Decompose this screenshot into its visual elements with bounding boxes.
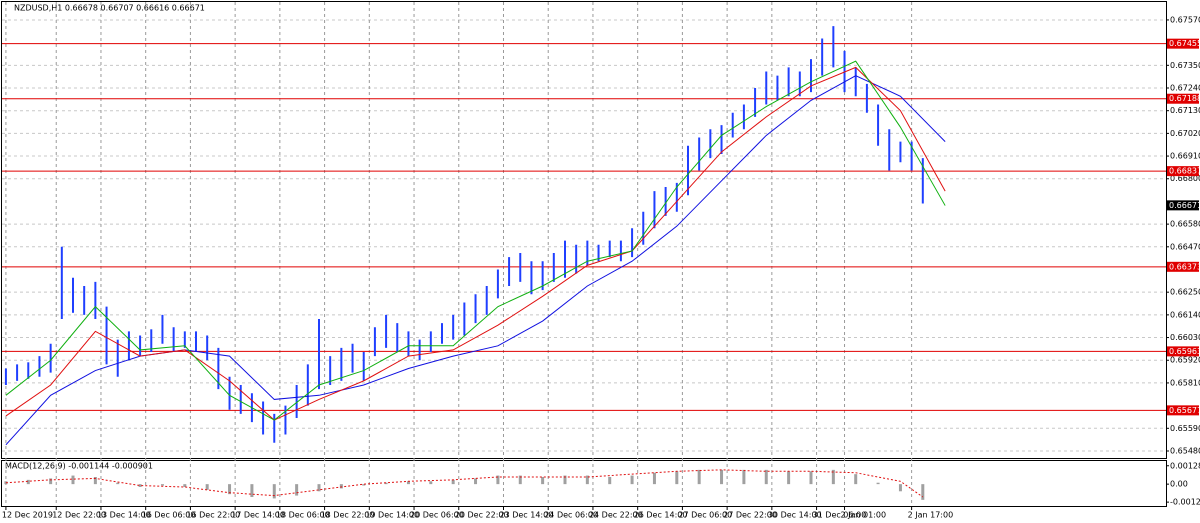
y-tick-label: 0.66470 [1170, 242, 1200, 251]
level-label: 0.67188 [1169, 94, 1200, 103]
y-tick-label: 0.65810 [1170, 378, 1200, 387]
last-price-bg [1167, 200, 1199, 211]
x-tick-label: 24 Dec 06:00 [544, 511, 598, 520]
x-tick-label: 16 Dec 22:00 [186, 511, 240, 520]
moving-average [5, 66, 946, 421]
last-price-label: 0.66671 [1169, 201, 1200, 210]
moving-average [5, 60, 946, 421]
x-tick-label: 27 Dec 06:00 [678, 511, 732, 520]
x-tick-label: 13 Dec 14:00 [97, 511, 151, 520]
main-frame [1, 1, 1167, 459]
y-tick-label: 0.00 [1170, 480, 1188, 489]
x-tick-label: 24 Dec 22:00 [589, 511, 643, 520]
level-label: 0.67455 [1169, 39, 1200, 48]
y-tick-label: 0.65480 [1170, 446, 1200, 455]
y-tick-label: 0.67130 [1170, 106, 1200, 115]
x-tick-label: 16 Dec 06:00 [142, 511, 196, 520]
level-label-bg [1167, 166, 1199, 177]
x-tick-label: 26 Dec 14:00 [634, 511, 688, 520]
level-label-bg [1167, 346, 1199, 357]
y-tick-label: 0.66580 [1170, 220, 1200, 229]
y-tick-label: 0.66030 [1170, 333, 1200, 342]
x-tick-label: 12 Dec 2019 [2, 511, 53, 520]
x-tick-label: 20 Dec 06:00 [410, 511, 464, 520]
x-tick-label: 2 Jan 01:00 [841, 511, 887, 520]
x-tick-label: 12 Dec 22:00 [52, 511, 106, 520]
x-tick-label: 30 Dec 14:00 [768, 511, 822, 520]
x-tick-label: 23 Dec 14:00 [499, 511, 553, 520]
y-tick-label: 0.66910 [1170, 152, 1200, 161]
level-label: 0.65963 [1169, 347, 1200, 356]
y-tick-label: 0.65590 [1170, 424, 1200, 433]
x-tick-label: 27 Dec 22:00 [723, 511, 777, 520]
y-tick-label: 0.67570 [1170, 15, 1200, 24]
y-tick-label: 0.66140 [1170, 310, 1200, 319]
x-tick-label: 19 Dec 14:00 [365, 511, 419, 520]
level-label-bg [1167, 261, 1199, 272]
y-tick-label: 0.66250 [1170, 288, 1200, 297]
level-label: 0.66837 [1169, 167, 1200, 176]
x-tick-label: 18 Dec 22:00 [321, 511, 375, 520]
level-label: 0.65677 [1169, 406, 1200, 415]
y-tick-label: 0.66800 [1170, 174, 1200, 183]
macd-frame [1, 460, 1167, 507]
level-label-bg [1167, 93, 1199, 104]
y-tick-label: 0.67350 [1170, 61, 1200, 70]
x-tick-label: 31 Dec 06:00 [813, 511, 867, 520]
y-tick-label: 0.001287 [1170, 461, 1200, 470]
y-tick-label: -0.001259 [1170, 498, 1200, 507]
chart-title: NZDUSD,H1 0.66678 0.66707 0.66616 0.6667… [14, 4, 205, 13]
level-label: 0.66373 [1169, 262, 1200, 271]
y-tick-label: 0.67020 [1170, 129, 1200, 138]
x-tick-label: 20 Dec 22:00 [455, 511, 509, 520]
level-label-bg [1167, 38, 1199, 49]
x-tick-label: 2 Jan 17:00 [908, 511, 954, 520]
y-tick-label: 0.67240 [1170, 84, 1200, 93]
level-label-bg [1167, 405, 1199, 416]
signal-line [5, 469, 924, 498]
x-tick-label: 18 Dec 06:00 [276, 511, 330, 520]
y-tick-label: 0.65920 [1170, 356, 1200, 365]
x-tick-label: 17 Dec 14:00 [231, 511, 285, 520]
macd-title: MACD(12,26,9) -0.001144 -0.000901 [5, 462, 153, 471]
